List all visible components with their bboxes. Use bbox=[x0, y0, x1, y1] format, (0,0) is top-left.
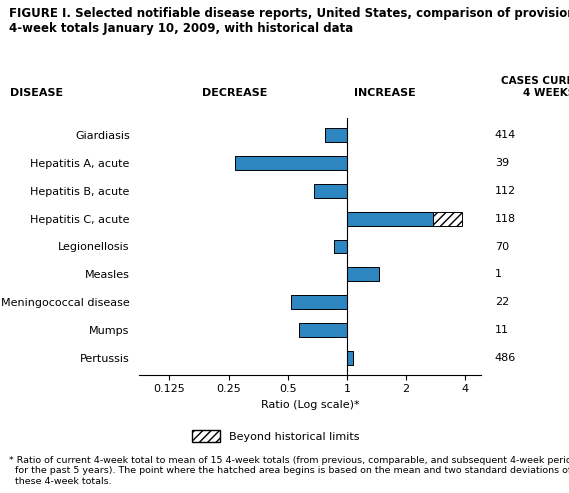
X-axis label: Ratio (Log scale)*: Ratio (Log scale)* bbox=[261, 400, 360, 410]
Text: 1: 1 bbox=[495, 269, 502, 280]
Text: CASES CURRENT
4 WEEKS: CASES CURRENT 4 WEEKS bbox=[501, 76, 569, 98]
Bar bbox=[334, 240, 347, 253]
Bar bbox=[347, 267, 378, 282]
Bar bbox=[299, 323, 347, 337]
Text: DISEASE: DISEASE bbox=[10, 88, 63, 98]
Text: 118: 118 bbox=[495, 213, 516, 224]
Text: DECREASE: DECREASE bbox=[203, 88, 267, 98]
Text: 70: 70 bbox=[495, 242, 509, 251]
Bar bbox=[235, 156, 347, 170]
Bar bbox=[324, 128, 347, 142]
Text: 414: 414 bbox=[495, 130, 516, 140]
Bar bbox=[291, 295, 347, 309]
Text: * Ratio of current 4-week total to mean of 15 4-week totals (from previous, comp: * Ratio of current 4-week total to mean … bbox=[9, 456, 569, 486]
Bar bbox=[433, 211, 462, 226]
Text: 112: 112 bbox=[495, 186, 516, 196]
Bar bbox=[314, 184, 347, 198]
Text: 39: 39 bbox=[495, 158, 509, 168]
Text: INCREASE: INCREASE bbox=[354, 88, 416, 98]
Bar bbox=[347, 211, 433, 226]
Text: 11: 11 bbox=[495, 325, 509, 335]
Text: 22: 22 bbox=[495, 297, 509, 307]
Text: 486: 486 bbox=[495, 353, 516, 363]
Text: FIGURE I. Selected notifiable disease reports, United States, comparison of prov: FIGURE I. Selected notifiable disease re… bbox=[9, 7, 569, 35]
Bar bbox=[347, 351, 353, 365]
Legend: Beyond historical limits: Beyond historical limits bbox=[188, 425, 364, 446]
